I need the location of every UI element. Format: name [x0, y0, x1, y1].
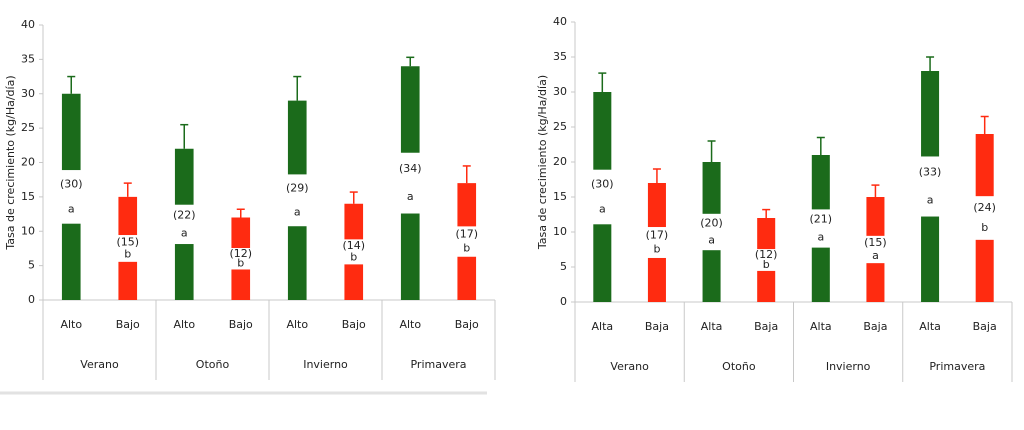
x-tick-label: Bajo [342, 318, 366, 331]
significance-letter: a [599, 203, 606, 216]
x-tick-label: Alta [810, 320, 832, 333]
group-label: Primavera [929, 360, 985, 373]
group-label: Invierno [303, 358, 348, 371]
label-gap [592, 169, 613, 225]
y-tick-label: 20 [553, 155, 567, 168]
label-gap [974, 196, 995, 240]
significance-letter: b [981, 221, 988, 234]
group-label: Verano [610, 360, 649, 373]
x-tick-label: Alta [701, 320, 723, 333]
y-tick-label: 10 [553, 225, 567, 238]
group-label: Invierno [826, 360, 871, 373]
label-gap [286, 174, 308, 227]
significance-letter: a [407, 190, 414, 203]
y-axis-label: Tasa de crecimiento (kg/Ha/día) [4, 75, 17, 250]
value-label: (22) [173, 208, 196, 221]
y-tick-label: 10 [21, 224, 35, 237]
y-tick-label: 0 [28, 293, 35, 306]
significance-letter: b [653, 243, 660, 256]
significance-letter: b [237, 257, 244, 270]
label-gap [756, 249, 777, 271]
x-tick-label: Baja [645, 320, 669, 333]
y-tick-label: 20 [21, 156, 35, 169]
y-tick-label: 25 [21, 121, 35, 134]
group-label: Otoño [722, 360, 756, 373]
value-label: (12) [755, 248, 778, 261]
value-label: (30) [591, 177, 614, 190]
x-tick-label: Alto [399, 318, 421, 331]
significance-letter: a [294, 205, 301, 218]
value-label: (33) [919, 166, 942, 179]
label-gap [865, 235, 886, 264]
y-tick-label: 5 [28, 259, 35, 272]
group-label: Otoño [196, 358, 230, 371]
y-tick-label: 15 [553, 190, 567, 203]
value-label: (12) [229, 247, 252, 260]
x-tick-label: Alta [591, 320, 613, 333]
x-tick-label: Alto [60, 318, 82, 331]
value-label: (20) [700, 217, 723, 230]
y-tick-label: 35 [21, 52, 35, 65]
x-tick-label: Bajo [455, 318, 479, 331]
label-gap [646, 227, 667, 258]
value-label: (30) [60, 178, 83, 191]
label-gap [343, 239, 365, 265]
y-tick-label: 15 [21, 190, 35, 203]
value-label: (15) [116, 235, 139, 248]
x-tick-label: Baja [863, 320, 887, 333]
value-label: (15) [864, 236, 887, 249]
x-tick-label: Alto [173, 318, 195, 331]
significance-letter: a [872, 249, 879, 262]
label-gap [456, 226, 478, 257]
group-label: Verano [80, 358, 119, 371]
group-label: Primavera [410, 358, 466, 371]
significance-letter: b [463, 242, 470, 255]
x-tick-label: Alta [919, 320, 941, 333]
value-label: (21) [810, 213, 833, 226]
x-tick-label: Baja [973, 320, 997, 333]
significance-letter: a [181, 226, 188, 239]
significance-letter: b [350, 251, 357, 264]
significance-letter: a [817, 230, 824, 243]
significance-letter: b [763, 258, 770, 271]
significance-letter: a [708, 233, 715, 246]
label-gap [399, 152, 421, 214]
label-gap [920, 156, 941, 217]
y-tick-label: 30 [21, 87, 35, 100]
value-label: (17) [646, 228, 669, 241]
x-tick-label: Bajo [229, 318, 253, 331]
label-gap [810, 209, 831, 248]
label-gap [701, 213, 722, 251]
y-axis-label: Tasa de crecimiento (kg/Ha/día) [536, 75, 549, 250]
significance-letter: a [68, 202, 75, 215]
label-gap [117, 235, 139, 262]
x-tick-label: Bajo [116, 318, 140, 331]
value-label: (14) [342, 239, 365, 252]
label-gap [173, 204, 195, 245]
y-tick-label: 40 [553, 15, 567, 28]
x-tick-label: Baja [754, 320, 778, 333]
significance-letter: a [927, 193, 934, 206]
value-label: (24) [973, 201, 996, 214]
y-tick-label: 0 [560, 295, 567, 308]
y-tick-label: 30 [553, 85, 567, 98]
value-label: (29) [286, 181, 309, 194]
significance-letter: b [124, 248, 131, 261]
label-gap [60, 170, 82, 224]
y-tick-label: 5 [560, 260, 567, 273]
y-tick-label: 35 [553, 50, 567, 63]
y-tick-label: 25 [553, 120, 567, 133]
value-label: (34) [399, 162, 422, 175]
value-label: (17) [455, 228, 478, 241]
label-gap [230, 248, 252, 270]
x-tick-label: Alto [286, 318, 308, 331]
y-tick-label: 40 [21, 18, 35, 31]
